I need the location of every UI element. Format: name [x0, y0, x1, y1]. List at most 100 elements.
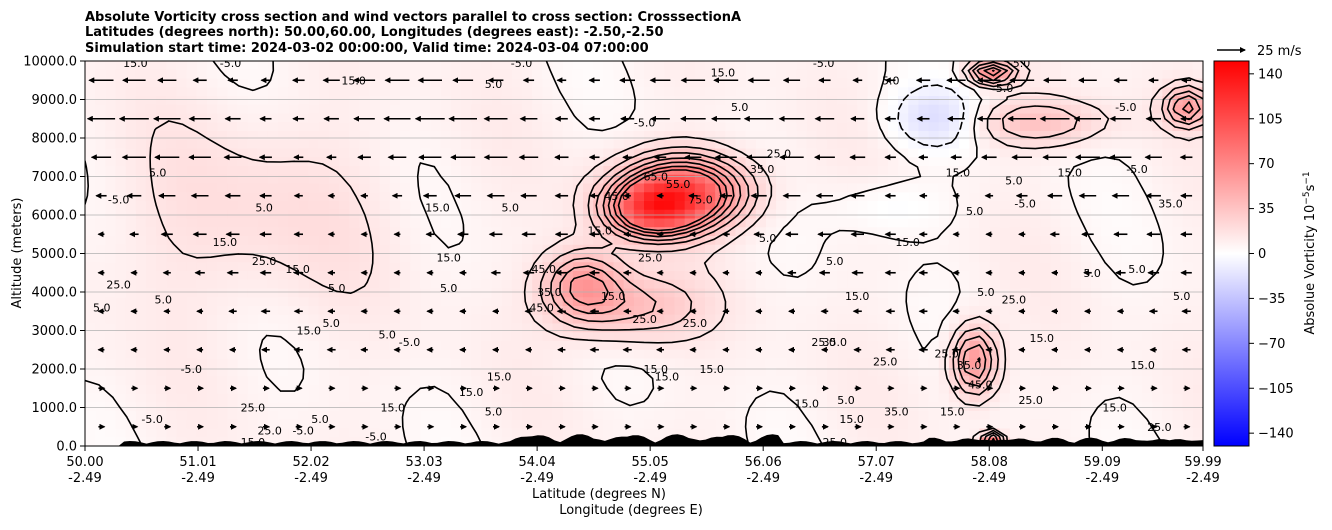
vorticity-cell — [644, 131, 655, 140]
vorticity-cell — [502, 280, 513, 289]
vorticity-cell — [156, 254, 167, 263]
vorticity-cell — [553, 140, 564, 149]
vorticity-cell — [461, 254, 472, 263]
vorticity-cell — [176, 192, 187, 201]
vorticity-cell — [471, 245, 482, 254]
vorticity-cell — [431, 411, 442, 420]
vorticity-cell — [207, 280, 218, 289]
vorticity-cell — [390, 219, 401, 228]
vorticity-cell — [695, 280, 706, 289]
vorticity-cell — [278, 105, 289, 114]
vorticity-cell — [380, 184, 391, 193]
vorticity-cell — [370, 87, 381, 96]
vorticity-cell — [349, 140, 360, 149]
vorticity-cell — [522, 376, 533, 385]
vorticity-cell — [85, 245, 96, 254]
vorticity-cell — [756, 350, 767, 359]
vorticity-cell — [309, 70, 320, 79]
vorticity-cell — [166, 70, 177, 79]
vorticity-cell — [979, 245, 990, 254]
vorticity-cell — [176, 157, 187, 166]
vorticity-cell — [207, 324, 218, 333]
vorticity-cell — [522, 420, 533, 429]
vorticity-cell — [237, 341, 248, 350]
vorticity-cell — [156, 394, 167, 403]
vorticity-cell — [522, 192, 533, 201]
vorticity-cell — [339, 411, 350, 420]
vorticity-cell — [796, 306, 807, 315]
vorticity-cell — [85, 420, 96, 429]
vorticity-cell — [95, 105, 106, 114]
vorticity-cell — [492, 332, 503, 341]
vorticity-cell — [359, 245, 370, 254]
vorticity-cell — [176, 332, 187, 341]
vorticity-cell — [1132, 87, 1143, 96]
vorticity-cell — [278, 70, 289, 79]
vorticity-cell — [390, 315, 401, 324]
vorticity-cell — [471, 280, 482, 289]
vorticity-cell — [176, 61, 187, 70]
vorticity-cell — [1152, 332, 1163, 341]
vorticity-cell — [735, 131, 746, 140]
vorticity-cell — [1000, 315, 1011, 324]
vorticity-cell — [1173, 306, 1184, 315]
vorticity-cell — [502, 341, 513, 350]
vorticity-cell — [786, 332, 797, 341]
vorticity-cell — [878, 324, 889, 333]
vorticity-cell — [614, 402, 625, 411]
vorticity-cell — [95, 411, 106, 420]
vorticity-cell — [807, 280, 818, 289]
vorticity-cell — [441, 411, 452, 420]
vorticity-cell — [176, 149, 187, 158]
vorticity-cell — [451, 411, 462, 420]
vorticity-cell — [431, 184, 442, 193]
vorticity-cell — [400, 96, 411, 105]
vorticity-cell — [156, 157, 167, 166]
vorticity-cell — [481, 289, 492, 298]
vorticity-cell — [217, 201, 228, 210]
vorticity-cell — [309, 254, 320, 263]
vorticity-cell — [309, 227, 320, 236]
vorticity-cell — [868, 79, 879, 88]
vorticity-cell — [441, 192, 452, 201]
vorticity-cell — [674, 96, 685, 105]
vorticity-cell — [735, 289, 746, 298]
vorticity-cell — [969, 140, 980, 149]
vorticity-cell — [847, 157, 858, 166]
vorticity-cell — [156, 376, 167, 385]
vorticity-cell — [1071, 350, 1082, 359]
vorticity-cell — [298, 315, 309, 324]
vorticity-cell — [166, 420, 177, 429]
vorticity-cell — [786, 96, 797, 105]
vorticity-cell — [1112, 297, 1123, 306]
vorticity-cell — [959, 262, 970, 271]
vorticity-cell — [888, 219, 899, 228]
vorticity-cell — [1071, 359, 1082, 368]
vorticity-cell — [735, 315, 746, 324]
vorticity-cell — [502, 70, 513, 79]
vorticity-cell — [319, 219, 330, 228]
vorticity-cell — [573, 420, 584, 429]
vorticity-cell — [319, 271, 330, 280]
vorticity-cell — [776, 210, 787, 219]
vorticity-cell — [522, 184, 533, 193]
vorticity-cell — [1132, 236, 1143, 245]
vorticity-cell — [1142, 350, 1153, 359]
vorticity-cell — [471, 219, 482, 228]
vorticity-cell — [95, 324, 106, 333]
vorticity-cell — [441, 61, 452, 70]
vorticity-cell — [278, 219, 289, 228]
vorticity-cell — [136, 306, 147, 315]
vorticity-cell — [471, 350, 482, 359]
vorticity-cell — [990, 166, 1001, 175]
vorticity-cell — [918, 385, 929, 394]
vorticity-cell — [1173, 210, 1184, 219]
vorticity-cell — [1112, 184, 1123, 193]
vorticity-cell — [319, 105, 330, 114]
vorticity-cell — [624, 411, 635, 420]
vorticity-cell — [187, 341, 198, 350]
vorticity-cell — [349, 227, 360, 236]
vorticity-cell — [268, 280, 279, 289]
vorticity-cell — [685, 394, 696, 403]
vorticity-cell — [349, 61, 360, 70]
